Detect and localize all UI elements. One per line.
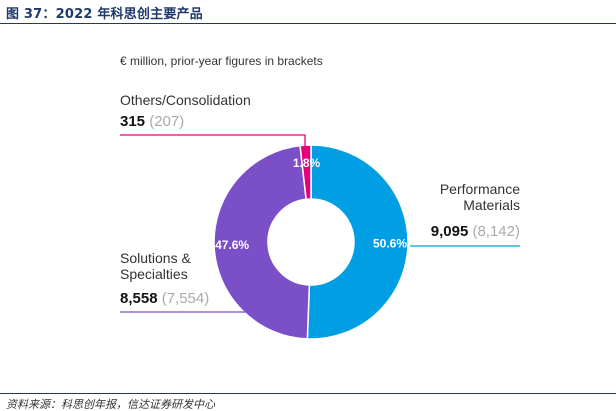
category-label-others: Others/Consolidation (120, 92, 251, 108)
slice-others (299, 144, 312, 201)
pct-label-solutions: 47.6% (215, 238, 249, 252)
pct-label-performance: 50.6% (373, 237, 407, 251)
leader-lines (120, 134, 520, 313)
prior-value-performance: (8,142) (468, 223, 520, 240)
slices-layer (213, 144, 409, 340)
current-value-solutions: 8,558 (120, 290, 158, 307)
current-value-others: 315 (120, 113, 145, 130)
category-label-performance: Materials (463, 197, 520, 213)
source-note: 资料来源：科思创年报，信达证券研发中心 (6, 398, 215, 411)
bottom-divider (0, 393, 616, 394)
slice-performance (306, 144, 409, 340)
category-label-solutions: Specialties (120, 266, 188, 282)
prior-value-solutions: (7,554) (158, 290, 210, 307)
figure-title: 图 37：2022 年科思创主要产品 (6, 7, 203, 22)
prior-value-others: (207) (145, 113, 184, 130)
slice-solutions (213, 144, 311, 340)
value-label-others: 315 (207) (120, 113, 184, 130)
pct-label-others: 1.8% (293, 156, 321, 170)
current-value-performance: 9,095 (431, 223, 469, 240)
value-label-solutions: 8,558 (7,554) (120, 290, 209, 307)
leader-line-others (120, 134, 306, 152)
chart-note: € million, prior-year figures in bracket… (120, 54, 323, 68)
category-label-performance: Performance (440, 181, 520, 197)
category-label-solutions: Solutions & (120, 250, 191, 266)
value-label-performance: 9,095 (8,142) (431, 223, 520, 240)
top-divider (0, 23, 616, 24)
